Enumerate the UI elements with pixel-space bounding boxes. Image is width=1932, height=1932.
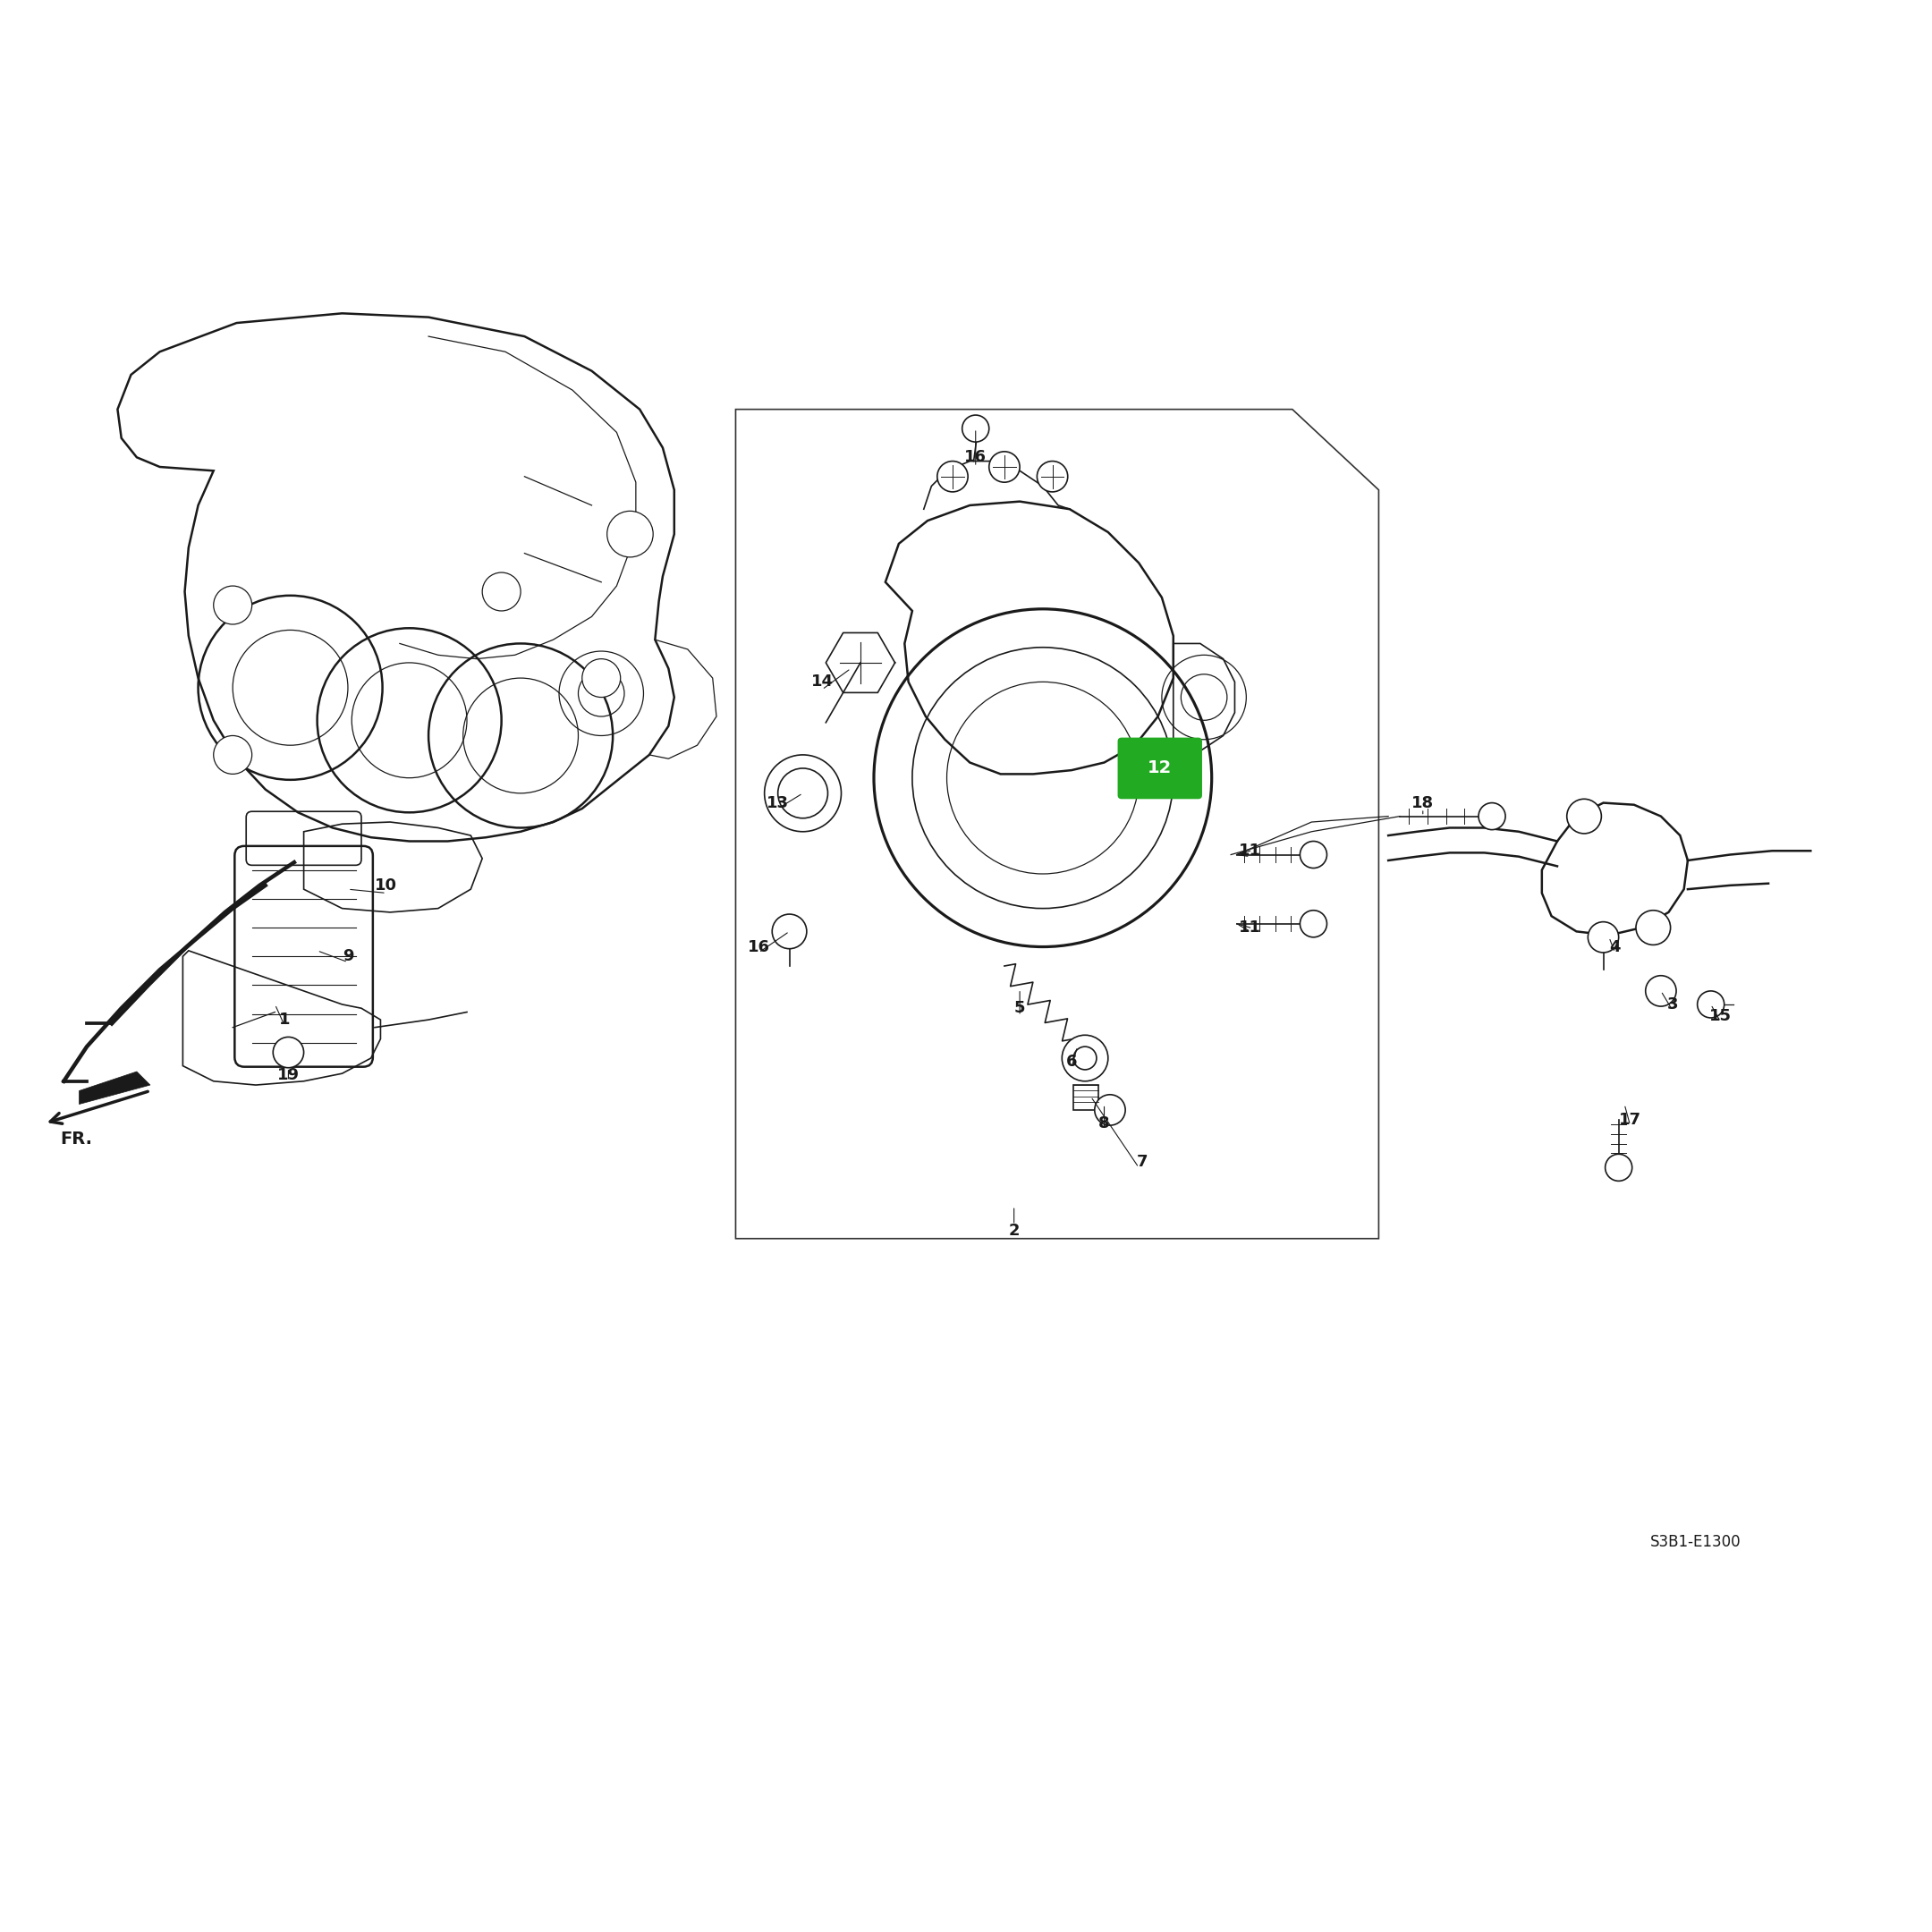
Circle shape (1063, 1036, 1109, 1082)
Text: 3: 3 (1667, 997, 1679, 1012)
Circle shape (1646, 976, 1677, 1007)
Text: 9: 9 (342, 949, 354, 964)
Text: 4: 4 (1609, 939, 1621, 954)
Text: 17: 17 (1619, 1111, 1642, 1128)
Text: 11: 11 (1238, 842, 1262, 860)
Text: 12: 12 (1148, 759, 1173, 777)
Text: 15: 15 (1710, 1009, 1731, 1024)
Text: 18: 18 (1412, 794, 1434, 811)
Text: 16: 16 (964, 450, 987, 466)
Text: FR.: FR. (60, 1130, 93, 1148)
Circle shape (1605, 1153, 1633, 1180)
Text: 2: 2 (1009, 1223, 1020, 1238)
Circle shape (214, 585, 251, 624)
Circle shape (1300, 910, 1327, 937)
Circle shape (989, 452, 1020, 483)
Text: S3B1-E1300: S3B1-E1300 (1650, 1534, 1741, 1549)
Circle shape (1037, 462, 1068, 493)
Text: 7: 7 (1138, 1153, 1148, 1171)
Circle shape (1095, 1095, 1124, 1124)
Text: 1: 1 (278, 1012, 290, 1028)
Text: 19: 19 (276, 1066, 299, 1084)
Circle shape (214, 736, 251, 775)
Text: 10: 10 (375, 877, 398, 893)
Circle shape (1567, 800, 1602, 833)
Circle shape (1636, 910, 1671, 945)
Text: 13: 13 (767, 794, 788, 811)
Circle shape (1300, 840, 1327, 867)
Text: 11: 11 (1238, 920, 1262, 935)
Text: 5: 5 (1014, 1001, 1026, 1016)
Circle shape (1698, 991, 1723, 1018)
Polygon shape (79, 1072, 151, 1105)
Circle shape (773, 914, 808, 949)
Circle shape (937, 462, 968, 493)
Text: 8: 8 (1099, 1115, 1109, 1132)
Circle shape (272, 1037, 303, 1068)
Text: 6: 6 (1066, 1055, 1078, 1070)
Circle shape (483, 572, 520, 611)
FancyBboxPatch shape (1117, 738, 1202, 800)
Circle shape (607, 512, 653, 556)
Circle shape (1478, 804, 1505, 829)
Circle shape (1588, 922, 1619, 952)
Circle shape (582, 659, 620, 697)
Text: 14: 14 (811, 674, 833, 690)
Text: 16: 16 (748, 939, 769, 954)
Circle shape (962, 415, 989, 442)
